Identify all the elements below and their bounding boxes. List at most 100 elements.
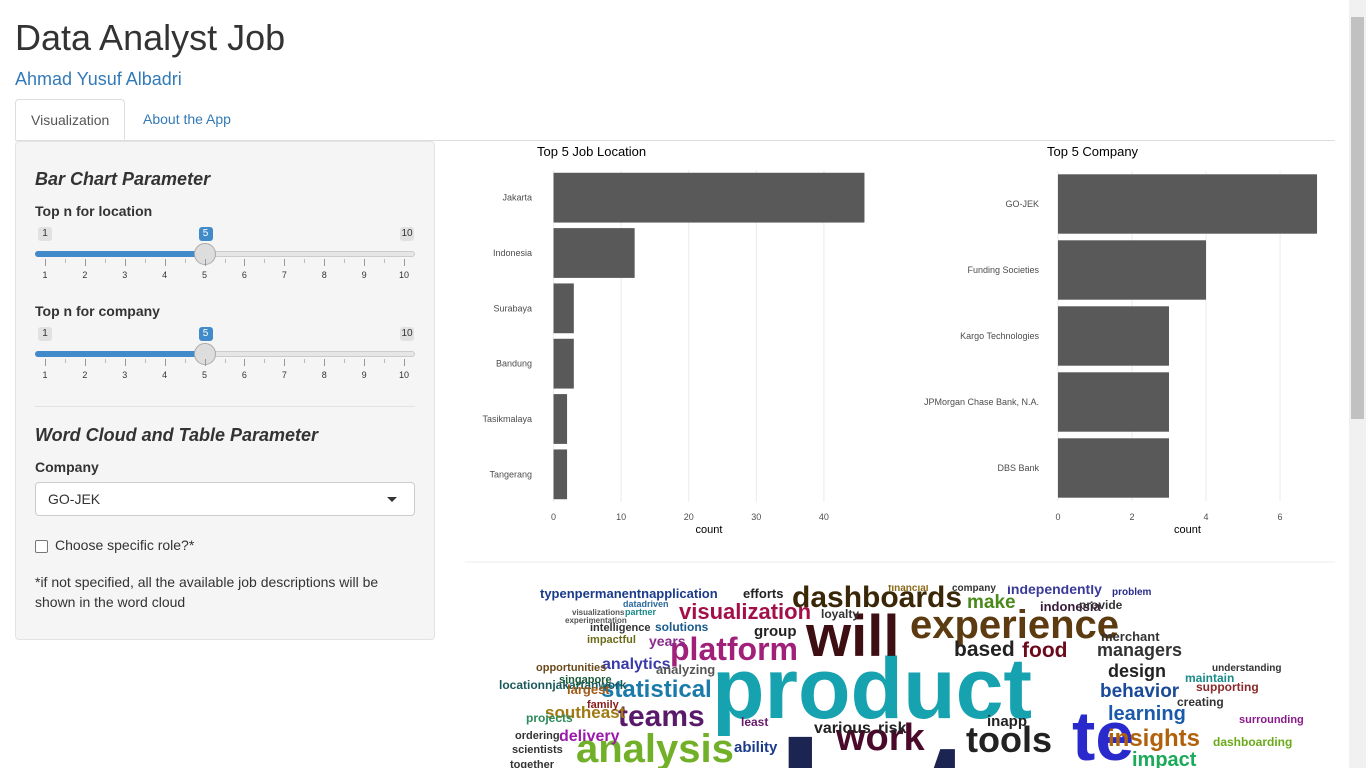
cloud-word: provide [1079, 598, 1123, 612]
cloud-word: opportunities [536, 662, 606, 674]
app-title: Data Analyst Job [15, 17, 286, 58]
slider-tick-label: 7 [281, 270, 287, 280]
cloud-word: surrounding [1239, 714, 1304, 726]
cloud-word: tools [966, 719, 1052, 760]
slider-tick-label: 10 [398, 270, 409, 280]
cloud-word: dashboards [792, 581, 962, 614]
cloud-word: family [587, 699, 620, 711]
cloud-word: learning [1108, 703, 1186, 725]
cloud-word: teams [618, 700, 705, 733]
cloud-word: group [754, 623, 797, 640]
input-label: Company [35, 459, 99, 475]
y-tick-label: Kargo Technologies [960, 331, 1039, 341]
cloud-word: least [741, 715, 768, 729]
cloud-word: singapore [559, 674, 612, 686]
cloud-word: southeast [545, 703, 626, 722]
y-tick-label: Tangerang [489, 469, 532, 479]
author-link[interactable]: Ahmad Yusuf Albadri [15, 69, 182, 89]
cloud-word: together [510, 759, 555, 768]
x-axis-title: count [1174, 524, 1201, 536]
cloud-word: impact [1132, 749, 1197, 768]
slider-fill [35, 351, 205, 357]
slider-tick-label: 8 [321, 370, 327, 380]
x-tick-label: 30 [751, 512, 761, 522]
slider-minor-tick [104, 359, 106, 363]
slider-minor-tick [104, 259, 106, 263]
slider-tick-label: 6 [241, 270, 247, 280]
cloud-word: platform [670, 631, 798, 667]
bar [1057, 174, 1318, 234]
slider-tick [404, 259, 405, 266]
cloud-word: product [712, 641, 1032, 737]
slider-tick-label: 3 [122, 370, 128, 380]
slider-tick [364, 259, 366, 266]
slider-tick [324, 359, 326, 366]
slider-minor-tick [344, 359, 346, 363]
tab-border [15, 140, 1335, 141]
company-select[interactable]: GO-JEK [35, 482, 415, 516]
bar [553, 338, 574, 389]
tab[interactable]: Visualization [15, 99, 125, 140]
cloud-word: work [835, 717, 926, 759]
slider-tick-label: 8 [321, 270, 327, 280]
slider-tick [364, 359, 366, 366]
slider-minor-tick [224, 259, 226, 263]
word-cloud: dataproductwillexperiencedashboards platf… [499, 581, 1304, 768]
slider-minor-tick [304, 359, 306, 363]
slider-tick [164, 359, 166, 366]
slider-minor-tick [304, 259, 306, 263]
slider-tick [45, 259, 46, 266]
slider-tick [84, 259, 86, 266]
cloud-word: creating [1177, 695, 1224, 709]
checkbox[interactable] [35, 540, 48, 553]
slider-tick [124, 359, 126, 366]
sidebar-panel [15, 141, 435, 640]
cloud-word: experience [910, 603, 1119, 647]
slider-tick-label: 7 [281, 370, 287, 380]
slider-tick-label: 2 [82, 370, 88, 380]
bar [553, 172, 865, 223]
slider-tick [45, 359, 46, 366]
chart-title: Top 5 Job Location [537, 144, 646, 159]
y-tick-label: JPMorgan Chase Bank, N.A. [924, 397, 1039, 407]
slider-tick [204, 259, 206, 266]
slider-max: 10 [400, 327, 414, 341]
cloud-word: merchant [1101, 629, 1160, 644]
y-tick-label: Indonesia [493, 248, 532, 258]
cloud-word: problem [1112, 587, 1152, 598]
cloud-word: understanding [1212, 663, 1281, 674]
cloud-word: loyalty [821, 607, 859, 621]
tab[interactable]: About the App [143, 111, 231, 127]
cloud-word: supporting [1196, 680, 1259, 694]
divider [35, 406, 415, 407]
slider-value: 5 [198, 227, 213, 241]
cloud-word: impactful [587, 634, 636, 646]
y-tick-label: Surabaya [493, 303, 532, 313]
slider-max: 10 [400, 227, 414, 241]
y-tick-label: Tasikmalaya [482, 414, 532, 424]
checkbox-label[interactable]: Choose specific role?* [55, 537, 195, 553]
slider-minor-tick [224, 359, 226, 363]
cloud-word: analysis [576, 727, 734, 768]
y-tick-label: Jakarta [502, 193, 532, 203]
slider-minor-tick [384, 259, 386, 263]
slider-minor-tick [64, 259, 66, 263]
y-tick-label: GO-JEK [1005, 199, 1039, 209]
x-tick-label: 0 [1055, 512, 1060, 522]
slider-tick-label: 9 [361, 270, 367, 280]
slider-tick [84, 359, 86, 366]
slider-minor-tick [144, 259, 146, 263]
cloud-word: managers [1097, 640, 1182, 660]
slider-tick [284, 359, 286, 366]
cloud-word: company [952, 583, 996, 594]
cloud-word: make [967, 592, 1016, 613]
cloud-word: inapp [987, 713, 1027, 730]
scrollbar-thumb[interactable] [1351, 17, 1364, 419]
slider-minor-tick [264, 259, 266, 263]
bar [553, 394, 568, 444]
slider-value: 5 [198, 327, 213, 341]
bar [1057, 438, 1169, 498]
cloud-word: efforts [743, 586, 783, 601]
